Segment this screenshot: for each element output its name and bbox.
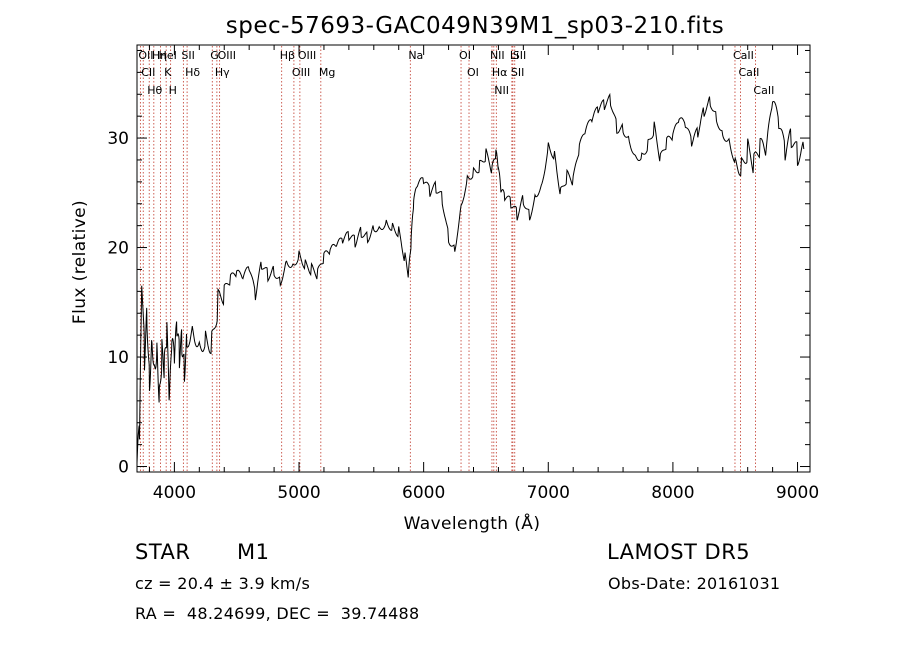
observation-date: Obs-Date: 20161031: [608, 574, 781, 593]
line-label-0: OII: [138, 49, 153, 62]
line-label-7: SII: [181, 49, 194, 62]
line-label-21: NII: [494, 84, 509, 97]
axes: 4000 5000 6000 7000 8000 9000 0 10 20 30: [107, 45, 819, 503]
line-label-17: OI: [459, 49, 471, 62]
line-label-22: Li: [510, 49, 519, 62]
line-label-6: H: [169, 84, 177, 97]
y-tick-label-1: 10: [107, 348, 129, 368]
line-label-27: CaII: [753, 84, 774, 97]
x-tick-label-4: 8000: [651, 483, 694, 503]
ra-dec-coordinates: RA = 48.24699, DEC = 39.74488: [135, 604, 420, 623]
line-label-12: Hβ: [280, 49, 295, 62]
line-label-15: Mg: [319, 66, 335, 79]
x-tick-label-2: 6000: [402, 483, 445, 503]
spectral-line-markers: [139, 46, 756, 471]
line-label-16: Na: [408, 49, 423, 62]
line-label-26: CaII: [738, 66, 759, 79]
line-label-20: Hα: [492, 66, 508, 79]
line-label-19: NII: [490, 49, 505, 62]
line-label-23: SII: [511, 66, 524, 79]
line-label-14: OIII: [298, 49, 316, 62]
line-label-24: SII: [513, 49, 526, 62]
survey-name: LAMOST DR5: [607, 540, 751, 564]
object-class: STAR: [135, 540, 191, 564]
spectrum-line: [136, 92, 805, 464]
line-label-5: K: [164, 66, 172, 79]
line-label-25: CaII: [733, 49, 754, 62]
line-label-2: Hθ: [147, 84, 162, 97]
x-tick-label-3: 7000: [527, 483, 570, 503]
chart-title: spec-57693-GAC049N39M1_sp03-210.fits: [226, 13, 724, 39]
line-label-1: CII: [141, 66, 155, 79]
line-label-10: Hγ: [215, 66, 230, 79]
redshift-cz: cz = 20.4 ± 3.9 km/s: [135, 574, 311, 593]
x-axis-label: Wavelength (Å): [404, 512, 541, 534]
object-subclass: M1: [237, 540, 270, 564]
line-label-8: Hδ: [185, 66, 200, 79]
x-tick-label-0: 4000: [153, 483, 196, 503]
line-label-9: G: [210, 49, 219, 62]
y-tick-label-3: 30: [107, 129, 129, 149]
x-tick-label-1: 5000: [277, 483, 320, 503]
line-label-11: OIII: [218, 49, 236, 62]
line-label-4: HeI: [159, 49, 177, 62]
x-tick-label-5: 9000: [776, 483, 819, 503]
line-label-13: OIII: [292, 66, 310, 79]
y-axis-label: Flux (relative): [70, 200, 90, 324]
plot-frame: [136, 44, 811, 473]
line-label-18: OI: [467, 66, 479, 79]
line-label-3: Hη: [152, 49, 167, 62]
y-tick-label-2: 20: [107, 239, 129, 259]
y-tick-label-0: 0: [118, 458, 129, 478]
